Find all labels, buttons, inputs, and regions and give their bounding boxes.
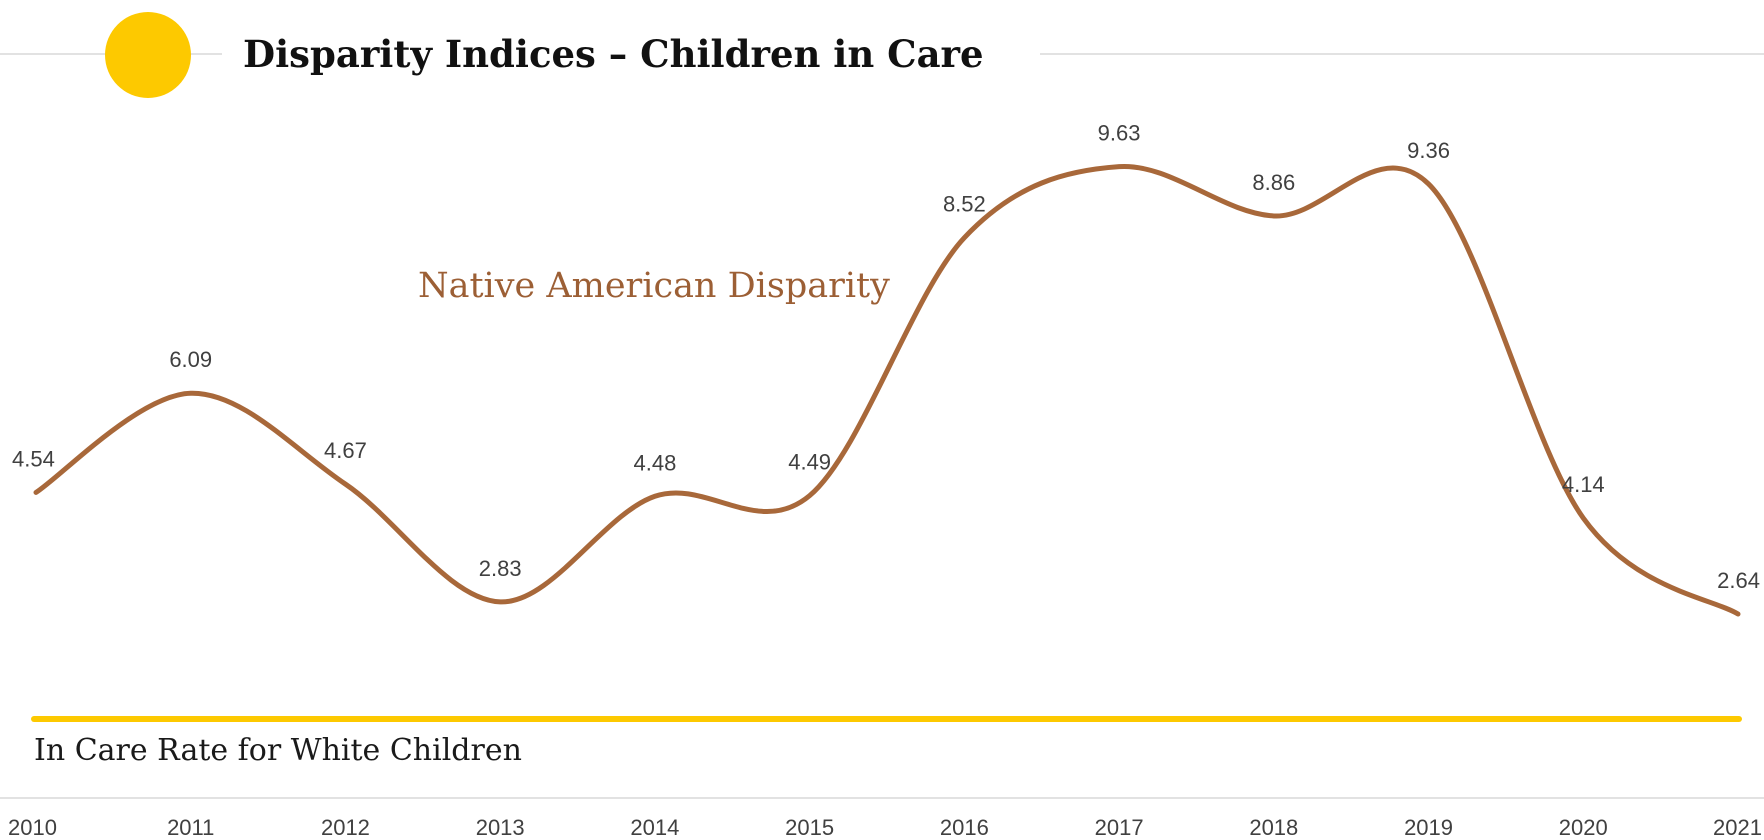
data-labels-group: 4.54 6.09 4.67 2.83 4.48 4.49 8.52 9.63 8.86 9.36… <box>12 121 1760 593</box>
chart-title: Disparity Indices – Children in Care <box>243 32 984 76</box>
x-tick-label: 2014 <box>630 815 679 840</box>
x-tick-label: 2013 <box>476 815 525 840</box>
data-label: 6.09 <box>169 347 212 372</box>
series-group <box>33 164 1741 617</box>
series-line-native-american-disparity <box>33 164 1741 617</box>
data-label: 4.67 <box>324 438 367 463</box>
x-tick-label: 2011 <box>167 815 214 840</box>
data-label: 9.63 <box>1098 121 1141 146</box>
x-tick-label: 2010 <box>8 815 57 840</box>
data-label: 4.54 <box>12 446 55 471</box>
data-label: 4.14 <box>1562 472 1605 497</box>
x-tick-label: 2016 <box>940 815 989 840</box>
title-marker-icon <box>105 12 191 98</box>
data-label: 2.83 <box>479 556 522 581</box>
x-tick-label: 2012 <box>321 815 370 840</box>
x-tick-label: 2018 <box>1249 815 1298 840</box>
reference-line-label: In Care Rate for White Children <box>34 733 522 768</box>
x-tick-label: 2020 <box>1559 815 1608 840</box>
series-label: Native American Disparity <box>418 266 890 306</box>
data-label: 4.48 <box>633 450 676 475</box>
data-label: 8.52 <box>943 192 986 217</box>
data-label: 9.36 <box>1407 138 1450 163</box>
data-label: 4.49 <box>788 450 831 475</box>
data-label: 8.86 <box>1252 170 1295 195</box>
x-tick-labels-group: 2010 2011 2012 2013 2014 2015 2016 2017 2018 2019… <box>8 815 1762 840</box>
data-label: 2.64 <box>1717 568 1760 593</box>
x-tick-label: 2017 <box>1095 815 1144 840</box>
x-tick-label: 2019 <box>1404 815 1453 840</box>
x-tick-label: 2015 <box>785 815 834 840</box>
x-tick-label: 2021 <box>1713 815 1762 840</box>
